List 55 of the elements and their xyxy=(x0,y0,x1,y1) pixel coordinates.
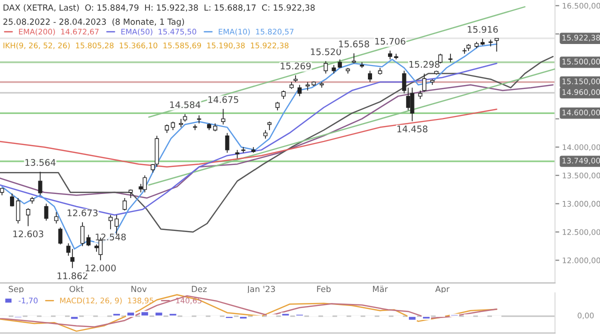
candlestick xyxy=(58,227,62,245)
annotation: 12.673 xyxy=(68,209,98,216)
candlestick xyxy=(10,193,14,207)
x-tick-label: Mär xyxy=(373,286,388,292)
annotation: 15.658 xyxy=(339,40,370,48)
candlestick xyxy=(368,70,372,82)
candlestick xyxy=(402,70,406,94)
annotation: 14.584 xyxy=(170,101,200,108)
candlestick xyxy=(298,84,302,97)
candlestick xyxy=(80,222,85,247)
candlestick xyxy=(178,118,184,128)
annotation: 15.916 xyxy=(468,26,498,33)
line-series xyxy=(0,108,498,168)
candlestick xyxy=(406,87,410,111)
annotation: 12.000 xyxy=(86,264,116,272)
annotation: 13.564 xyxy=(25,159,56,166)
x-tick-label: Jan '23 xyxy=(246,286,275,294)
candlestick xyxy=(122,198,127,211)
candlestick xyxy=(306,82,310,91)
candlestick xyxy=(324,60,328,74)
candlestick xyxy=(448,53,452,63)
line-series xyxy=(0,62,498,216)
annotation: 15.706 xyxy=(375,38,406,45)
annotation: 12.548 xyxy=(96,234,126,240)
annotation: 14.458 xyxy=(397,126,428,132)
candlestick xyxy=(26,208,30,227)
candlestick xyxy=(16,198,20,224)
annotation: 14.675 xyxy=(208,96,238,103)
x-tick-label: Okt xyxy=(70,286,84,292)
candlestick xyxy=(44,203,48,222)
candlestick xyxy=(225,132,230,154)
candlestick xyxy=(86,234,91,247)
candlestick xyxy=(70,248,74,268)
x-tick-label: Nov xyxy=(131,286,147,292)
candlestick xyxy=(142,174,147,193)
annotation: 15.269 xyxy=(280,62,311,70)
candlestick xyxy=(488,39,493,47)
candlestick xyxy=(54,212,58,224)
x-tick-label: Dez xyxy=(192,286,207,292)
candlestick xyxy=(108,214,113,230)
x-tick-label: Apr xyxy=(435,286,450,294)
candlestick xyxy=(221,108,226,125)
x-tick-label: Sep xyxy=(8,286,24,294)
annotation: 15.520 xyxy=(310,48,341,56)
candlestick xyxy=(494,38,499,52)
candlestick xyxy=(410,87,414,122)
candlestick xyxy=(462,48,467,54)
x-tick-label: Feb xyxy=(317,286,331,292)
annotation: 15.298 xyxy=(409,60,440,68)
text: 25.08.2022 - 28.04.2023 (8 Monate, 1 Tag) xyxy=(3,18,184,26)
chart-title: DAX (XETRA, Last) O: 15.884,79 H: 15.922,38 L: 15.688,17 C: 15.922,38 xyxy=(4,4,315,12)
annotation: 11.862 xyxy=(58,272,88,280)
annotation: 12.603 xyxy=(13,230,44,238)
candlestick xyxy=(38,171,42,196)
line-series xyxy=(0,84,554,199)
